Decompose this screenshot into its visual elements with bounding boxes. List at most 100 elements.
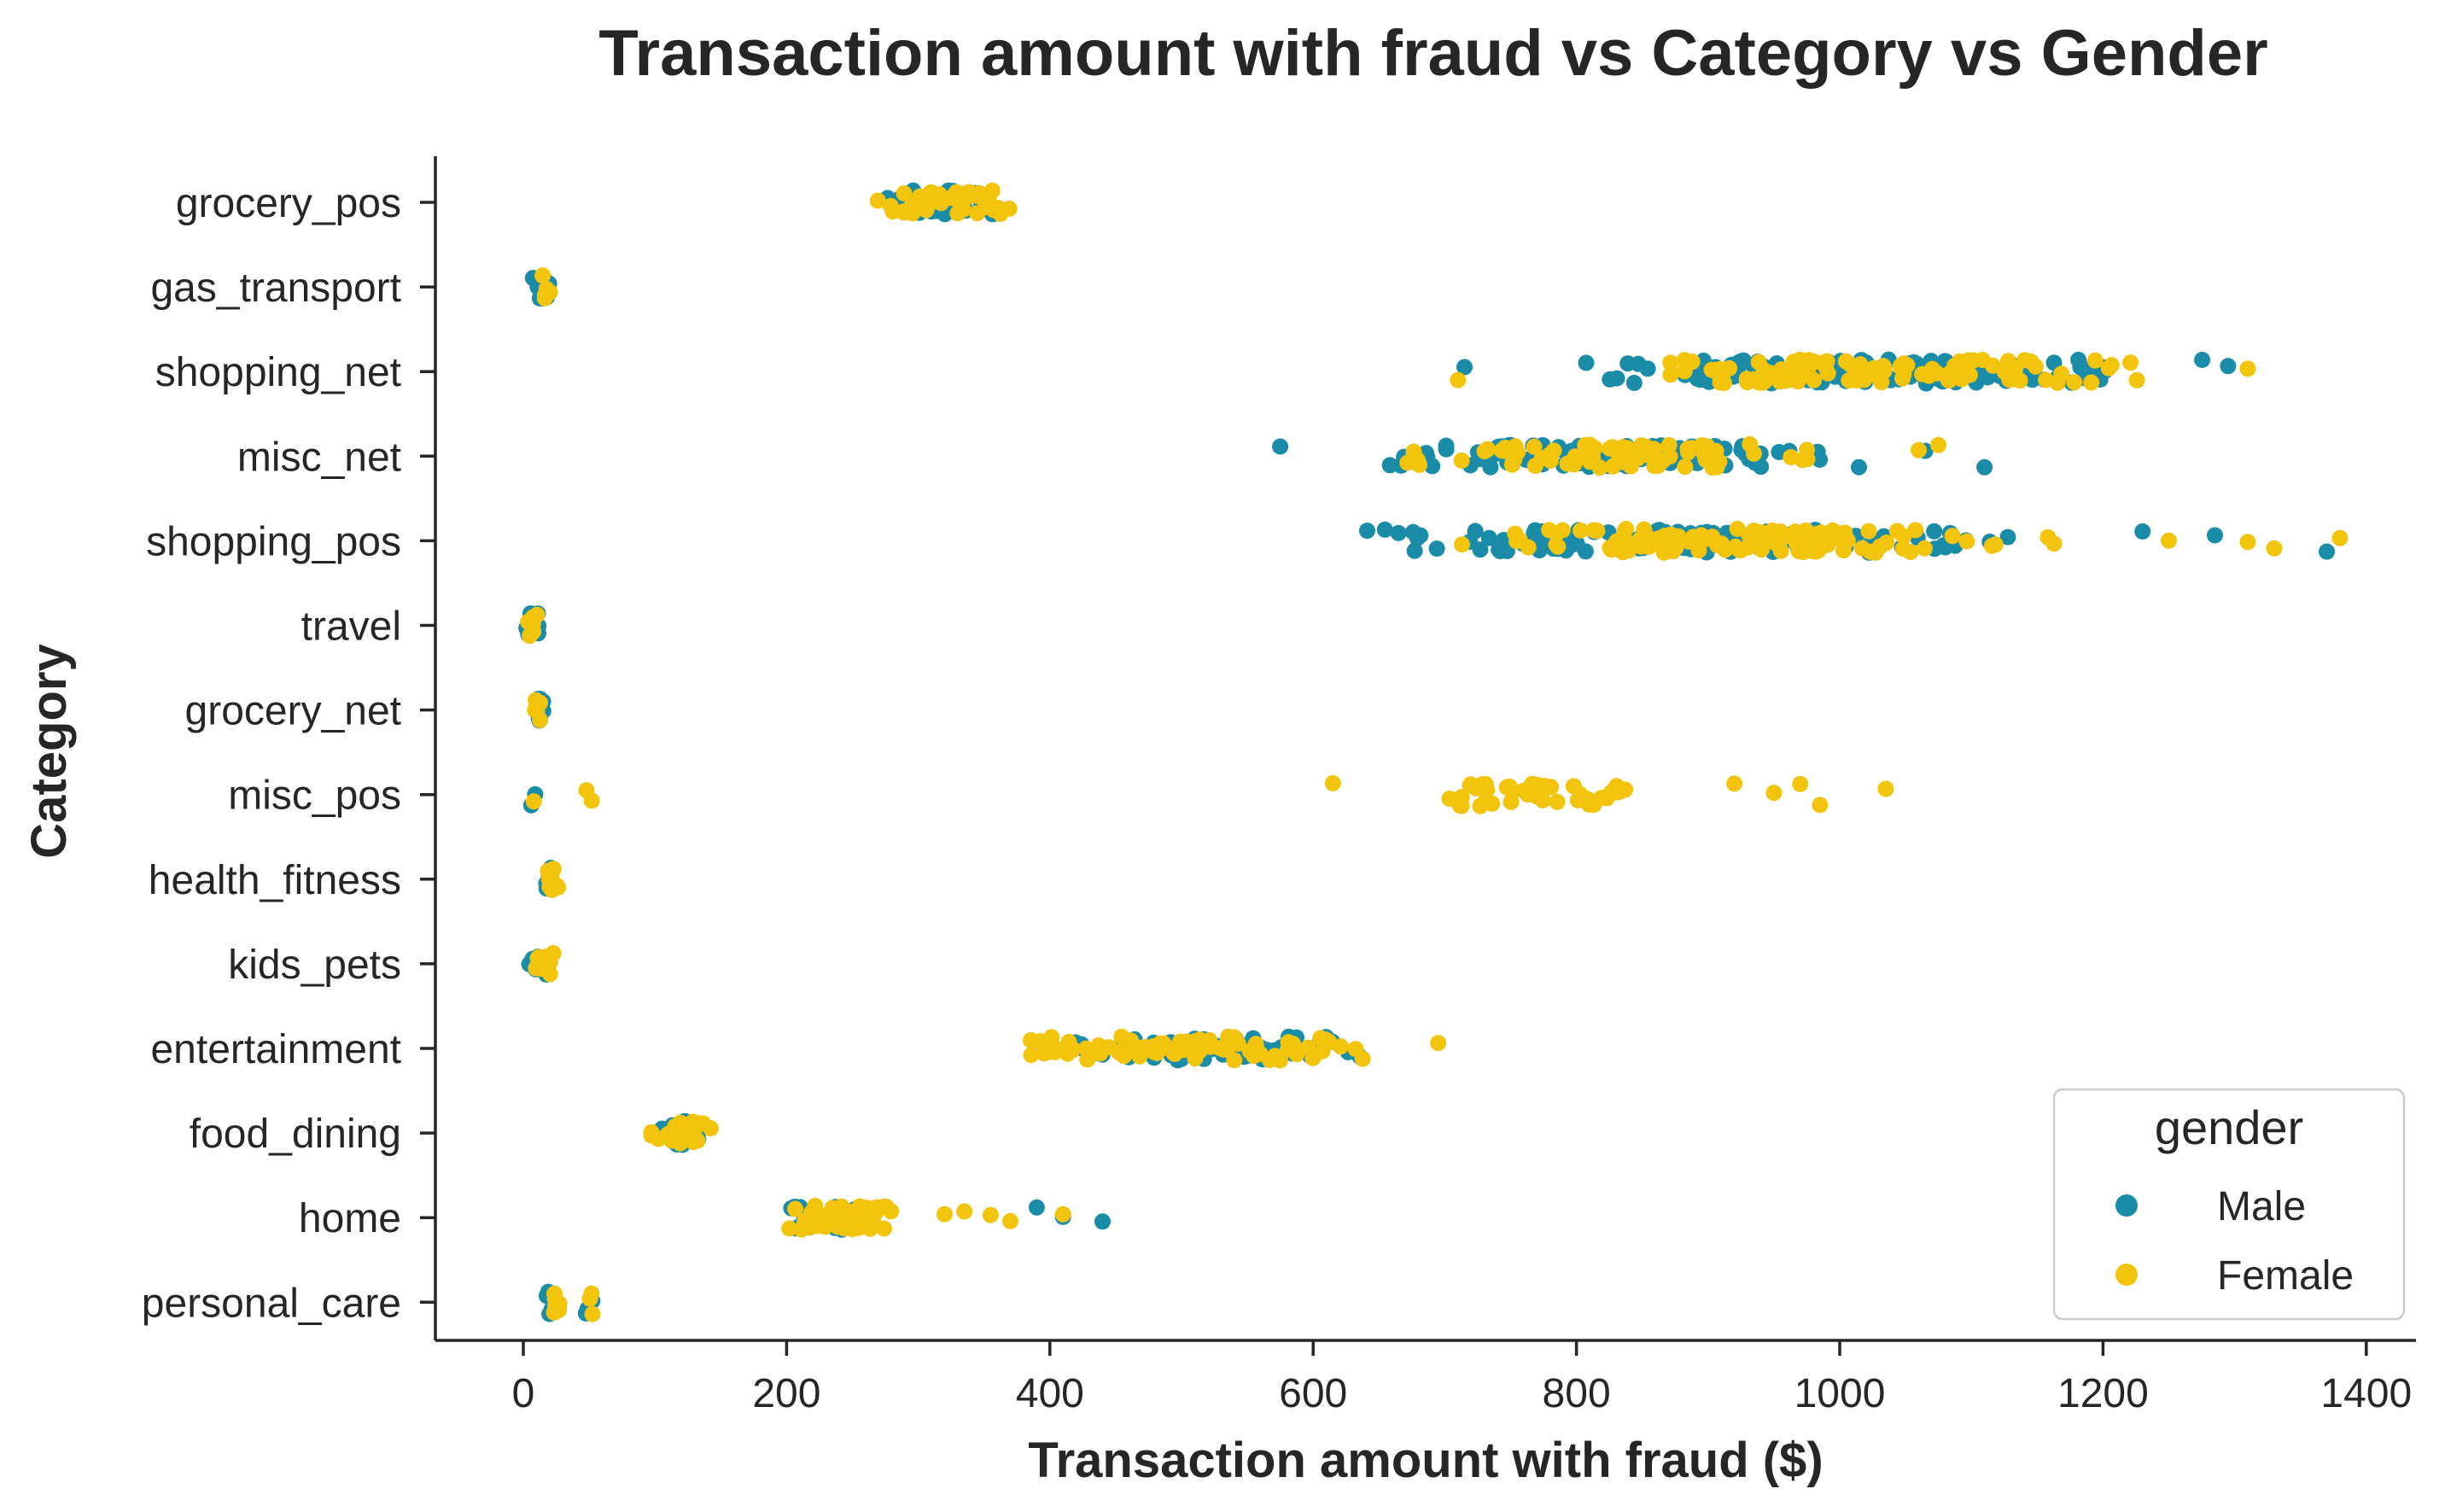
data-point-female [1453, 789, 1470, 806]
data-point-female [1656, 528, 1673, 545]
data-point-female [1873, 374, 1890, 391]
data-point-female [1450, 371, 1467, 388]
chart-title: Transaction amount with fraud vs Categor… [598, 17, 2267, 90]
y-axis-ticks: grocery_pos gas_transport shopping_netmisc… [142, 181, 435, 1326]
data-point-female [2086, 352, 2104, 369]
data-point-female [1773, 361, 1790, 378]
data-point-male [2319, 543, 2335, 560]
data-point-female [1192, 1042, 1209, 1060]
data-point-female [876, 1220, 892, 1237]
y-tick-label: shopping_net [155, 350, 401, 395]
data-point-male [1467, 522, 1484, 540]
data-point-female [1841, 372, 1858, 389]
data-point-female [1036, 1045, 1053, 1062]
data-point-female [1031, 1033, 1048, 1049]
data-point-female [528, 960, 545, 977]
legend: gender Male Female [2052, 1088, 2406, 1321]
data-point-female [1755, 362, 1772, 378]
data-point-female [1405, 443, 1422, 460]
data-point-male [1577, 543, 1594, 560]
data-point-female [1820, 530, 1837, 547]
legend-marker-female [2115, 1264, 2138, 1286]
data-point-female [1503, 456, 1520, 473]
data-point-female [1853, 540, 1870, 557]
data-point-female [896, 185, 913, 201]
data-point-female [1587, 522, 1604, 540]
data-point-female [1113, 1028, 1130, 1045]
data-point-female [536, 289, 553, 306]
data-point-female [1655, 544, 1672, 561]
data-point-female [1508, 533, 1525, 550]
data-point-female [1739, 374, 1756, 391]
y-tick-label: food_dining [190, 1112, 401, 1157]
data-point-female [850, 1219, 867, 1236]
data-point-female [1541, 447, 1558, 464]
data-point-female [1591, 459, 1608, 476]
data-point-female [1476, 443, 1493, 460]
data-point-female [1324, 774, 1341, 791]
data-point-female [1564, 452, 1581, 470]
data-point-female [1877, 780, 1894, 797]
data-point-female [1679, 441, 1696, 457]
data-point-female [583, 792, 600, 809]
data-point-female [1958, 533, 1975, 550]
data-point-female [1662, 354, 1679, 371]
data-point-female [936, 1206, 953, 1223]
y-tick-label: grocery_net [185, 689, 401, 734]
data-point-female [1765, 785, 1783, 802]
data-point-male [1735, 352, 1752, 369]
y-tick-label: home [299, 1196, 401, 1241]
data-point-female [659, 1126, 676, 1143]
y-tick-label: grocery_pos [176, 181, 401, 226]
x-tick-label: 1400 [2320, 1371, 2412, 1416]
legend-label-female: Female [2217, 1253, 2354, 1299]
data-point-male [1412, 527, 1429, 544]
data-point-female [1554, 522, 1571, 539]
data-point-female [2083, 374, 2100, 391]
data-point-female [2239, 360, 2256, 377]
data-point-female [1662, 366, 1679, 383]
data-point-female [2161, 532, 2177, 549]
data-point-female [1261, 1052, 1278, 1069]
data-point-female [1620, 542, 1637, 559]
data-point-male [1390, 524, 1407, 541]
data-point-female [882, 197, 899, 214]
data-point-female [1644, 441, 1661, 458]
data-point-female [2122, 354, 2139, 371]
data-point-male [2194, 352, 2211, 368]
data-point-female [1852, 356, 1869, 373]
data-point-female [1441, 791, 1458, 807]
data-point-female [1541, 522, 1558, 539]
data-point-female [541, 966, 558, 983]
data-point-male [2134, 523, 2151, 540]
data-point-female [1726, 775, 1743, 792]
data-point-female [1942, 365, 1959, 382]
data-point-female [581, 1290, 598, 1307]
data-point-female [992, 205, 1009, 222]
data-point-male [1926, 522, 1943, 540]
data-point-female [1347, 1041, 1364, 1058]
data-point-female [1166, 1046, 1183, 1062]
x-tick-label: 1200 [2057, 1371, 2149, 1416]
y-tick-label: health_fitness [149, 858, 401, 903]
data-point-female [1875, 358, 1892, 375]
y-tick-label: misc_net [237, 435, 401, 480]
legend-frame [2052, 1088, 2406, 1321]
x-tick-label: 0 [512, 1371, 535, 1416]
data-point-female [1713, 368, 1730, 384]
data-point-male [1999, 528, 2016, 546]
data-point-female [824, 1202, 841, 1219]
data-point-male [1272, 438, 1289, 455]
data-point-male [1456, 359, 1473, 376]
data-point-female [976, 188, 993, 205]
data-point-female [525, 793, 542, 810]
data-point-male [1526, 522, 1543, 539]
data-point-female [2028, 358, 2044, 375]
data-point-female [534, 267, 551, 284]
data-point-female [878, 1199, 895, 1215]
data-point-female [584, 1305, 601, 1322]
data-point-female [1895, 528, 1912, 545]
data-point-female [1333, 1038, 1349, 1055]
data-point-female [2053, 365, 2070, 382]
